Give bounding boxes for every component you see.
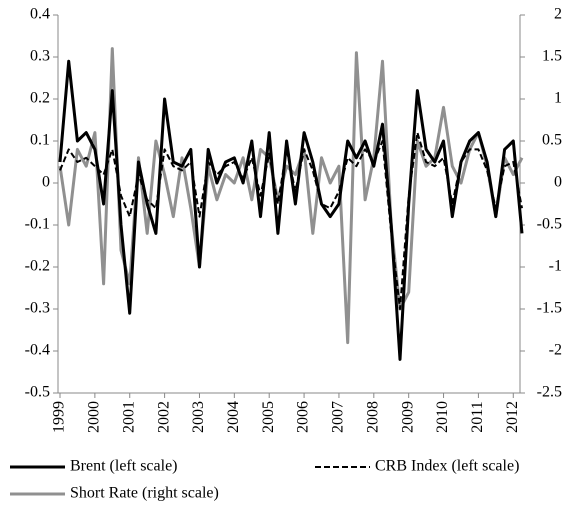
y-tick-label: -0.4 [25, 342, 50, 359]
legend-label: Brent (left scale) [70, 458, 178, 475]
x-tick-label: 2002 [155, 401, 172, 433]
x-tick-label: 2012 [504, 401, 521, 433]
x-tick-label: 1999 [51, 401, 68, 433]
y-tick-label: 0.1 [30, 132, 50, 149]
x-tick-label: 2001 [120, 401, 137, 433]
y2-tick-label: -0.5 [537, 216, 562, 233]
y-tick-label: -0.1 [25, 216, 50, 233]
y2-tick-label: -1.5 [537, 300, 562, 317]
y2-tick-label: 2 [554, 6, 562, 23]
x-tick-label: 2011 [469, 401, 486, 432]
y2-tick-label: 0 [554, 174, 562, 191]
x-tick-label: 2000 [86, 401, 103, 433]
y2-tick-label: -2 [549, 342, 562, 359]
y-tick-label: -0.3 [25, 300, 50, 317]
y2-tick-label: -1 [549, 258, 562, 275]
x-tick-label: 2008 [364, 401, 381, 433]
y2-tick-label: -2.5 [537, 384, 562, 401]
y-tick-label: 0.2 [30, 90, 50, 107]
x-tick-label: 2003 [190, 401, 207, 433]
x-tick-label: 2007 [330, 401, 347, 433]
y2-tick-label: 1.5 [542, 48, 562, 65]
x-tick-label: 2009 [399, 401, 416, 433]
x-tick-label: 2005 [260, 401, 277, 433]
y2-tick-label: 0.5 [542, 132, 562, 149]
y-tick-label: 0.4 [30, 6, 50, 23]
x-tick-label: 2006 [295, 401, 312, 433]
x-tick-label: 2010 [434, 401, 451, 433]
legend-label: CRB Index (left scale) [375, 458, 519, 475]
series-line [58, 59, 524, 361]
y-tick-label: 0 [42, 174, 50, 191]
y-tick-label: -0.5 [25, 384, 50, 401]
legend-label: Short Rate (right scale) [70, 485, 219, 502]
y2-tick-label: 1 [554, 90, 562, 107]
y-tick-label: -0.2 [25, 258, 50, 275]
x-tick-label: 2004 [225, 401, 242, 433]
y-tick-label: 0.3 [30, 48, 50, 65]
